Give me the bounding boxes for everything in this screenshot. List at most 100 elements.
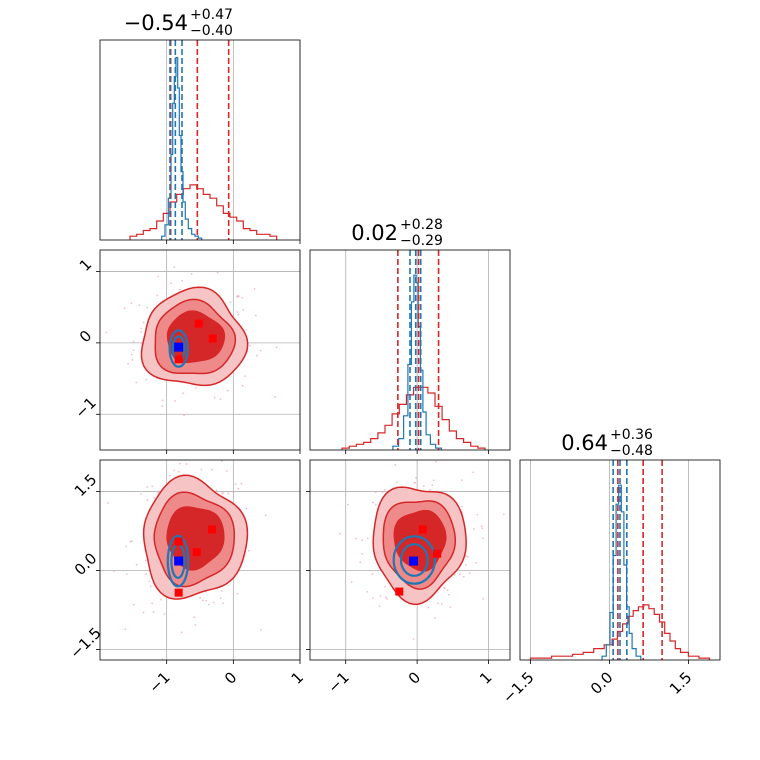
marginal-panel-1	[309, 249, 511, 454]
scatter-point	[161, 405, 164, 407]
scatter-point	[259, 349, 262, 352]
title-plus: +0.28	[400, 217, 443, 233]
scatter-point	[222, 602, 224, 604]
scatter-point	[413, 482, 416, 484]
scatter-point	[385, 596, 387, 599]
scatter-point	[151, 602, 154, 605]
scatter-point	[434, 617, 436, 619]
scatter-point	[443, 587, 446, 590]
scatter-point	[157, 275, 159, 278]
scatter-point	[181, 279, 184, 282]
scatter-point	[475, 561, 478, 564]
scatter-point	[440, 603, 443, 605]
axes-frame	[99, 249, 301, 451]
prior-histogram	[129, 184, 278, 240]
posterior-contour-outer	[392, 535, 437, 585]
scatter-point	[144, 559, 147, 562]
scatter-point	[221, 492, 224, 495]
title-plus: +0.36	[610, 427, 653, 443]
scatter-point	[132, 340, 135, 343]
scatter-point	[135, 381, 138, 384]
sample-marker	[194, 319, 203, 328]
marginal-panel-2	[519, 459, 721, 664]
scatter-point	[211, 468, 213, 471]
scatter-point	[142, 611, 145, 614]
scatter-point	[240, 482, 243, 485]
scatter-point	[446, 589, 449, 591]
title-value: 0.02	[351, 221, 398, 245]
scatter-point	[178, 288, 181, 291]
scatter-point	[355, 537, 357, 540]
scatter-point	[375, 504, 377, 506]
scatter-point	[113, 570, 115, 572]
scatter-point	[199, 596, 202, 599]
scatter-point	[248, 549, 250, 552]
joint-panel-1-2	[306, 459, 511, 664]
scatter-point	[253, 288, 256, 290]
axes-frame	[99, 39, 301, 241]
scatter-point	[160, 598, 162, 601]
scatter-point	[386, 598, 388, 600]
scatter-point	[146, 306, 149, 309]
scatter-point	[476, 513, 479, 516]
truth-marker	[174, 556, 184, 566]
scatter-point	[259, 629, 262, 631]
scatter-point	[173, 266, 176, 268]
marginal-title-0: −0.54 +0.47−0.40	[124, 7, 233, 39]
scatter-point	[169, 474, 171, 477]
scatter-point	[464, 564, 467, 566]
sample-marker	[174, 588, 183, 597]
scatter-point	[236, 592, 239, 595]
title-plus: +0.47	[190, 7, 233, 23]
title-minus: −0.48	[610, 443, 653, 459]
scatter-point	[200, 468, 203, 471]
scatter-point	[213, 601, 215, 604]
scatter-point	[132, 349, 135, 352]
scatter-point	[229, 301, 232, 303]
scatter-point	[412, 638, 415, 640]
scatter-point	[237, 313, 240, 316]
truth-marker	[174, 342, 184, 352]
scatter-point	[467, 555, 469, 558]
scatter-point	[183, 414, 186, 417]
sample-marker	[418, 525, 427, 534]
posterior-contour-outer	[166, 534, 190, 588]
scatter-point	[208, 603, 210, 606]
scatter-point	[236, 311, 239, 313]
scatter-point	[131, 359, 134, 361]
scatter-point	[216, 271, 219, 274]
scatter-point	[140, 493, 142, 495]
scatter-point	[472, 528, 475, 530]
scatter-point	[129, 540, 132, 543]
scatter-point	[151, 485, 154, 488]
scatter-point	[427, 606, 430, 609]
axes-frame	[519, 459, 721, 661]
posterior-histogram	[392, 274, 442, 450]
prior-histogram	[529, 604, 711, 660]
scatter-point	[366, 537, 369, 540]
scatter-point	[468, 572, 471, 574]
scatter-point	[170, 282, 172, 285]
scatter-point	[225, 470, 228, 472]
scatter-point	[177, 470, 180, 473]
scatter-point	[236, 295, 239, 297]
joint-panel-0-2	[96, 459, 301, 664]
axes-frame	[309, 459, 511, 661]
scatter-point	[130, 302, 133, 304]
scatter-point	[433, 479, 435, 482]
title-value: −0.54	[124, 11, 188, 35]
scatter-point	[256, 354, 258, 357]
scatter-point	[361, 539, 364, 542]
scatter-point	[148, 580, 151, 583]
scatter-point	[194, 624, 197, 626]
scatter-point	[241, 297, 244, 299]
scatter-point	[245, 507, 248, 510]
scatter-point	[195, 387, 197, 389]
scatter-point	[244, 375, 247, 377]
scatter-point	[182, 392, 185, 395]
scatter-point	[142, 321, 145, 324]
scatter-point	[146, 486, 149, 488]
titles: −0.54 +0.47−0.400.02 +0.28−0.290.64 +0.36−0…	[124, 7, 653, 459]
scatter-point	[153, 497, 156, 499]
